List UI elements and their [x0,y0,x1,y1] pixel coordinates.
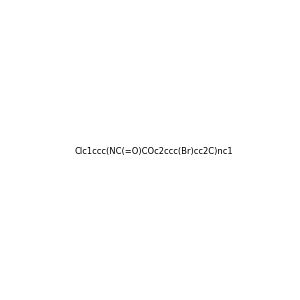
Text: Clc1ccc(NC(=O)COc2ccc(Br)cc2C)nc1: Clc1ccc(NC(=O)COc2ccc(Br)cc2C)nc1 [74,147,233,156]
